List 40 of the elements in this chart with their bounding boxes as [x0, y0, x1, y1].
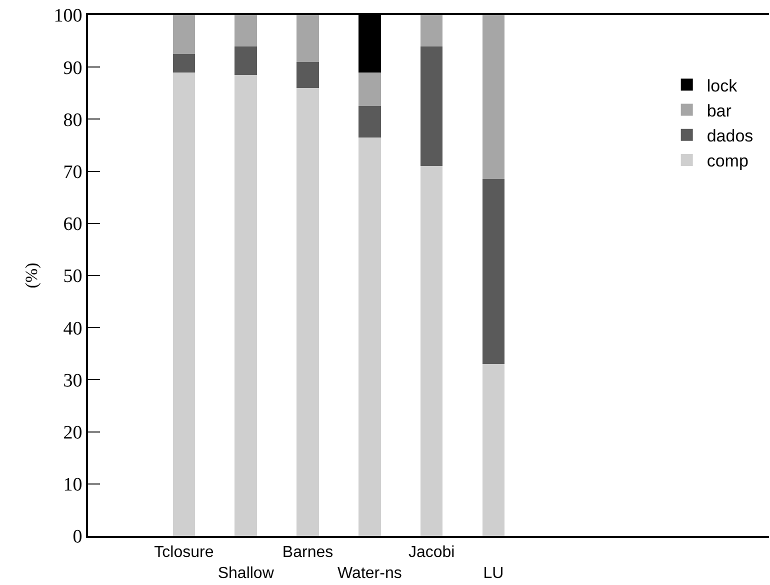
bar — [420, 166, 443, 536]
legend-label: dados — [706, 126, 754, 146]
y-axis-title: (%) — [22, 262, 41, 288]
bar — [234, 15, 258, 46]
bar — [482, 179, 505, 364]
bar — [482, 15, 505, 180]
x-tick-label: Water-ns — [338, 565, 402, 582]
bar — [358, 72, 381, 106]
x-tick-label: Tclosure — [154, 544, 214, 562]
bar — [420, 15, 443, 46]
bar — [296, 62, 319, 88]
bar — [296, 15, 319, 62]
y-tick-label: 90 — [63, 58, 82, 79]
y-tick-label: 70 — [63, 162, 82, 183]
bar — [172, 72, 196, 536]
y-tick-label: 80 — [63, 110, 82, 131]
x-tick-label: Barnes — [282, 544, 334, 562]
y-tick-label: 50 — [63, 266, 82, 288]
x-tick-label: LU — [483, 565, 504, 582]
x-tick-label: Jacobi — [408, 544, 455, 562]
legend-label: lock — [706, 76, 738, 96]
y-tick-label: 30 — [63, 370, 82, 392]
bar — [420, 46, 443, 166]
bar — [234, 46, 258, 75]
bar — [172, 54, 196, 72]
bar — [358, 137, 381, 536]
y-tick-label: 40 — [63, 318, 82, 340]
y-tick-label: 60 — [63, 214, 82, 236]
bar — [482, 364, 505, 536]
y-tick-label: 0 — [72, 526, 82, 548]
bar — [234, 74, 258, 536]
y-tick-label: 100 — [54, 6, 82, 27]
bar — [172, 15, 196, 54]
legend-label: bar — [706, 101, 732, 120]
y-tick-label: 10 — [63, 474, 82, 496]
y-tick-label: 20 — [63, 422, 82, 444]
legend-label: comp — [706, 152, 748, 171]
x-tick-label: Shallow — [218, 565, 274, 582]
bar — [296, 88, 319, 536]
bar — [358, 106, 381, 138]
